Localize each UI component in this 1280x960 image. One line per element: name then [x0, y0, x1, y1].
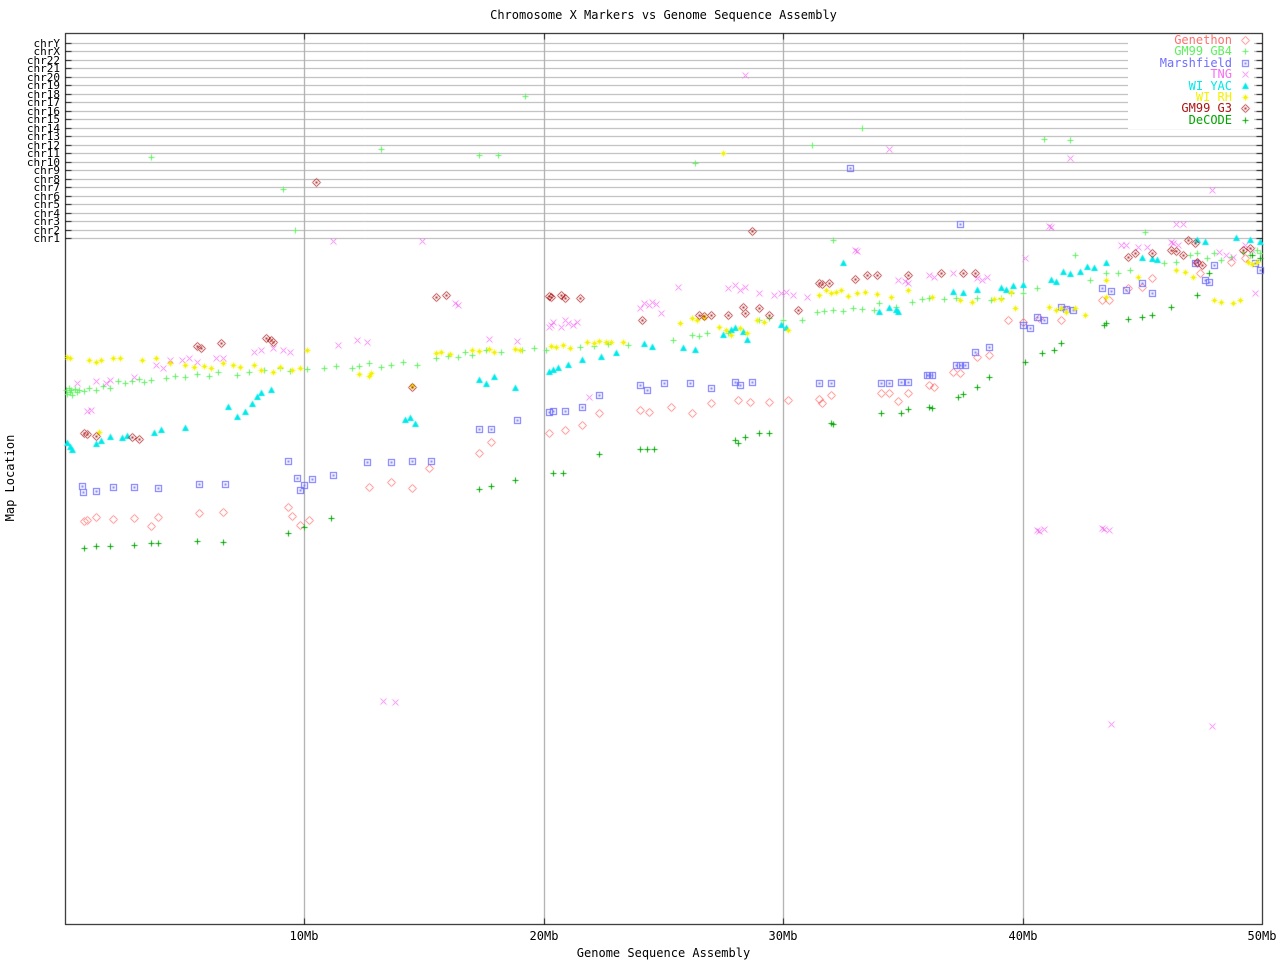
y-tick-label-chrX: chrX: [33, 45, 61, 58]
legend-label: DeCODE: [1188, 113, 1232, 127]
y-tick-label-chr4: chr4: [33, 207, 61, 220]
y-tick-label-chr7: chr7: [33, 181, 61, 194]
y-tick-label-chr17: chr17: [26, 96, 60, 109]
y-tick-label-chr3: chr3: [33, 215, 61, 228]
legend-item-wi-rh: WI RH: [1128, 90, 1254, 104]
legend-label: Marshfield: [1159, 56, 1232, 70]
legend-item-tng: TNG: [1128, 67, 1254, 81]
y-tick-label-chr6: chr6: [33, 190, 61, 203]
y-tick-label-chr1: chr1: [33, 232, 61, 245]
legend-marker-diamond-dot-icon: [1236, 103, 1254, 114]
legend-item-decode: DeCODE: [1128, 113, 1254, 127]
y-tick-label-chr11: chr11: [26, 147, 60, 160]
legend-item-wi-yac: WI YAC: [1128, 79, 1254, 93]
x-tick-label-40Mb: 40Mb: [1008, 929, 1038, 943]
legend-marker-plus-icon: [1236, 115, 1254, 126]
legend-marker-cross-icon: [1236, 69, 1254, 80]
legend-marker-asterisk-icon: [1236, 92, 1254, 103]
legend-marker-triangle-icon: [1236, 81, 1254, 92]
y-tick-label-chr5: chr5: [33, 198, 61, 211]
legend-marker-plus-icon: [1236, 46, 1254, 57]
y-tick-label-chr2: chr2: [33, 224, 61, 237]
legend-item-genethon: Genethon: [1128, 33, 1254, 47]
legend-label: TNG: [1210, 67, 1232, 81]
y-tick-label-chr22: chr22: [26, 54, 60, 67]
y-tick-label-chr21: chr21: [26, 62, 60, 75]
legend-marker-diamond-open-icon: [1236, 35, 1254, 46]
y-tick-label-chr19: chr19: [26, 79, 60, 92]
x-tick-label-20Mb: 20Mb: [529, 929, 559, 943]
legend: Genethon GM99 GB4 Marshfield TNG WI YAC WI RH…: [1128, 33, 1254, 129]
y-tick-label-chr13: chr13: [26, 130, 60, 143]
y-tick-label-chr14: chr14: [26, 122, 60, 135]
y-tick-label-chr10: chr10: [26, 156, 60, 169]
y-tick-label-chr12: chr12: [26, 139, 60, 152]
legend-item-marshfield: Marshfield: [1128, 56, 1254, 70]
y-axis-label: Map Location: [3, 434, 17, 522]
y-tick-label-chr18: chr18: [26, 88, 60, 101]
legend-label: WI RH: [1195, 90, 1232, 104]
y-tick-label-chr15: chr15: [26, 113, 60, 126]
legend-label: GM99 G3: [1181, 101, 1232, 115]
y-tick-label-chr8: chr8: [33, 173, 61, 186]
legend-label: WI YAC: [1188, 79, 1232, 93]
x-tick-label-30Mb: 30Mb: [768, 929, 798, 943]
x-tick-label-50Mb: 50Mb: [1247, 929, 1277, 943]
y-tick-label-chr20: chr20: [26, 71, 60, 84]
y-tick-label-chr9: chr9: [33, 164, 61, 177]
legend-item-gm99-g3: GM99 G3: [1128, 101, 1254, 115]
chart-title: Chromosome X Markers vs Genome Sequence …: [490, 8, 837, 22]
legend-item-gm99-gb4: GM99 GB4: [1128, 44, 1254, 58]
legend-marker-square-dot-icon: [1236, 58, 1254, 69]
x-tick-label-10Mb: 10Mb: [289, 929, 319, 943]
legend-label: Genethon: [1174, 33, 1232, 47]
x-axis-label: Genome Sequence Assembly: [576, 946, 751, 960]
y-tick-label-chr16: chr16: [26, 105, 60, 118]
y-tick-label-chrY: chrY: [33, 37, 61, 50]
legend-label: GM99 GB4: [1174, 44, 1232, 58]
